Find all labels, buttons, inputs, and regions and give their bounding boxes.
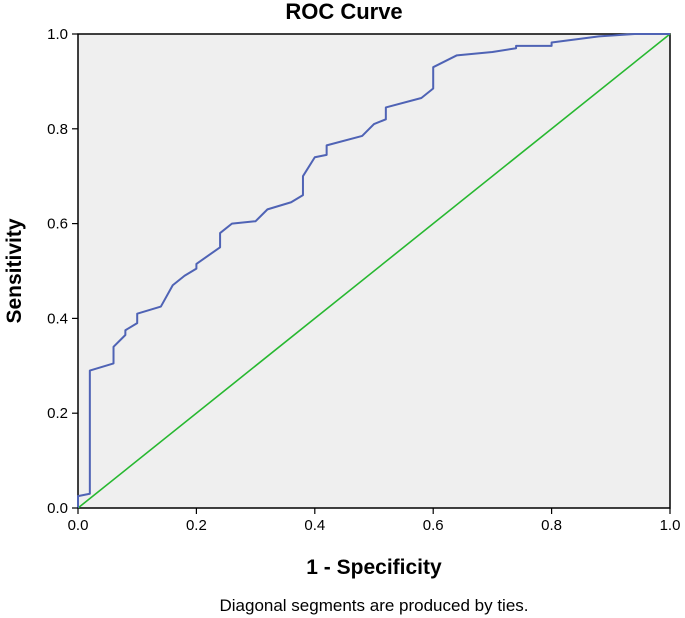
y-tick-label: 0.6: [47, 216, 68, 233]
x-tick-label: 0.2: [186, 517, 207, 534]
x-tick-label: 0.6: [423, 517, 444, 534]
chart-title: ROC Curve: [285, 0, 402, 24]
x-tick-label: 0.4: [304, 517, 325, 534]
reference-diagonal-line: [77, 33, 671, 509]
y-tick-label: 0.8: [47, 121, 68, 138]
x-tick-label: 0.8: [541, 517, 562, 534]
x-axis-ticks: 0.0 0.2 0.4 0.6 0.8 1.0: [68, 508, 681, 534]
x-axis-label: 1 - Specificity: [306, 556, 442, 579]
y-axis-ticks: 0.0 0.2 0.4 0.6 0.8 1.0: [47, 26, 78, 517]
footnote: Diagonal segments are produced by ties.: [219, 596, 528, 615]
y-tick-label: 0.0: [47, 500, 68, 517]
x-tick-label: 1.0: [660, 517, 681, 534]
y-tick-label: 1.0: [47, 26, 68, 43]
y-axis-label: Sensitivity: [3, 218, 26, 323]
y-tick-label: 0.4: [47, 310, 68, 327]
roc-curve-layer: [77, 33, 670, 508]
roc-curve-line: [77, 33, 670, 508]
x-tick-label: 0.0: [68, 517, 89, 534]
y-tick-label: 0.2: [47, 405, 68, 422]
reference-line-layer: [77, 33, 671, 509]
